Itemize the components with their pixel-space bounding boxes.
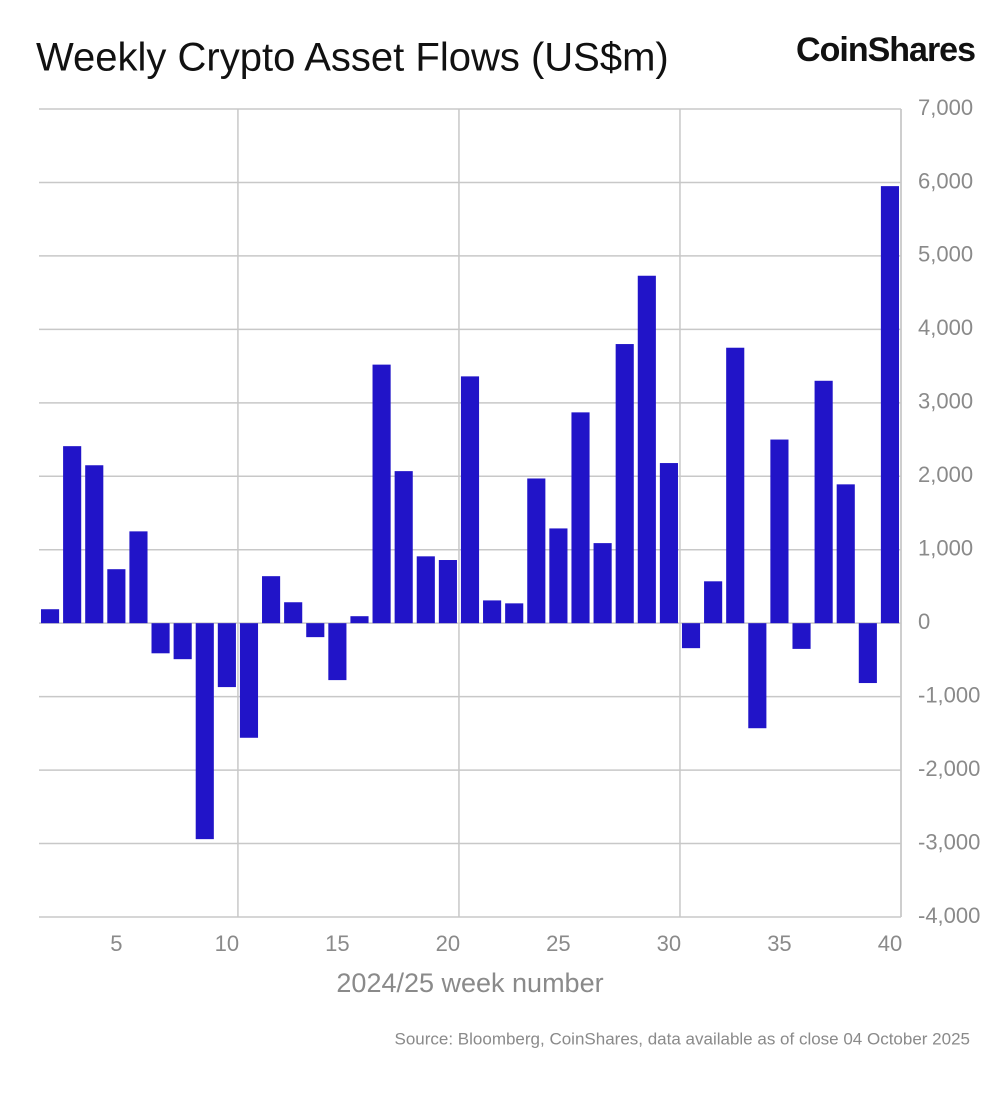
bar (704, 581, 723, 624)
bar (770, 439, 789, 624)
bar (836, 484, 855, 624)
bar (438, 560, 457, 624)
y-tick-label: 3,000 (918, 389, 973, 414)
y-tick-label: 5,000 (918, 242, 973, 267)
bar (107, 569, 126, 624)
x-tick-label: 40 (878, 931, 902, 956)
bar (571, 412, 590, 624)
bar (637, 275, 656, 624)
x-tick-label: 20 (436, 931, 460, 956)
bar (284, 602, 303, 624)
bar (748, 623, 767, 729)
bar (306, 623, 325, 638)
bar (129, 531, 148, 624)
brand-logo: CoinShares (796, 31, 975, 69)
bar (217, 623, 236, 688)
y-tick-label: -2,000 (918, 756, 980, 781)
y-tick-label: 2,000 (918, 462, 973, 487)
bar (460, 376, 480, 624)
bar (681, 623, 701, 649)
y-tick-label: 4,000 (918, 315, 973, 340)
bar (549, 528, 568, 624)
bar (173, 623, 192, 660)
bar (593, 543, 612, 624)
y-tick-label: -1,000 (918, 682, 980, 707)
bar (814, 380, 833, 624)
y-tick-label: 6,000 (918, 168, 973, 193)
bar (151, 623, 170, 654)
y-tick-label: -4,000 (918, 903, 980, 928)
bar (372, 364, 391, 624)
bar (527, 478, 546, 624)
bar (195, 623, 214, 840)
y-tick-label: 7,000 (918, 95, 973, 120)
bar (239, 623, 259, 738)
source-note: Source: Bloomberg, CoinShares, data avai… (394, 1029, 970, 1048)
bar (40, 609, 60, 624)
x-axis-label: 2024/25 week number (336, 968, 603, 998)
bar (505, 603, 524, 624)
bar (615, 344, 634, 624)
bar (726, 347, 745, 624)
x-tick-label: 35 (767, 931, 791, 956)
bar (659, 463, 678, 624)
bar (328, 623, 347, 681)
bar (858, 623, 877, 684)
bar (792, 623, 811, 649)
bar (262, 576, 281, 624)
x-tick-label: 15 (325, 931, 349, 956)
bar (63, 446, 82, 624)
bar (483, 600, 502, 624)
x-tick-label: 30 (657, 931, 681, 956)
bar (416, 556, 435, 624)
bar (394, 471, 413, 624)
y-tick-label: 0 (918, 609, 930, 634)
chart-title: Weekly Crypto Asset Flows (US$m) (36, 36, 669, 80)
y-tick-label: -3,000 (918, 829, 980, 854)
x-tick-label: 5 (110, 931, 122, 956)
bar (880, 186, 900, 624)
x-tick-label: 25 (546, 931, 570, 956)
y-tick-label: 1,000 (918, 536, 973, 561)
x-tick-label: 10 (215, 931, 239, 956)
bar (350, 616, 369, 624)
bar (85, 465, 104, 624)
